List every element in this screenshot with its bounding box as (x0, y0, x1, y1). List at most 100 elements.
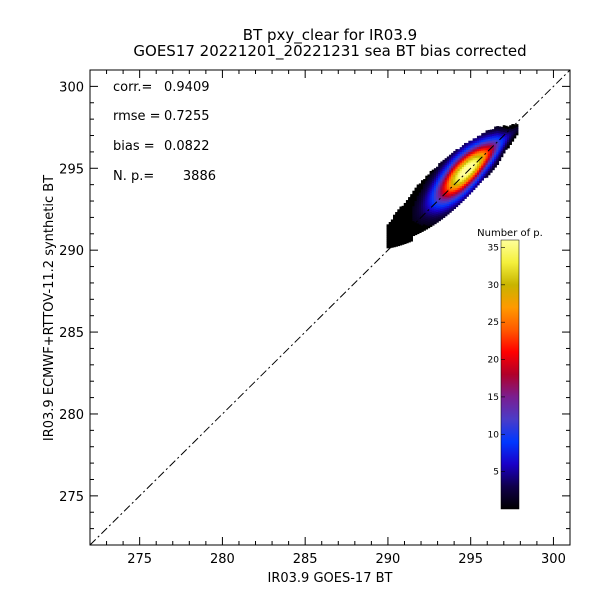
density-cell (395, 218, 398, 222)
density-cell (487, 170, 491, 174)
density-cell (410, 202, 413, 206)
density-cell (466, 153, 469, 157)
density-cell (459, 170, 463, 174)
density-cell (427, 217, 431, 220)
density-cell (451, 157, 454, 160)
density-cell (425, 224, 429, 228)
density-cell (442, 181, 446, 184)
density-cell (466, 185, 469, 189)
density-cell (476, 174, 480, 177)
density-cell (474, 184, 478, 188)
density-cell (485, 140, 489, 144)
density-cell (461, 191, 465, 195)
density-cell (393, 214, 396, 218)
density-cell (468, 172, 472, 176)
density-cell (485, 151, 489, 155)
density-cell (494, 154, 497, 157)
density-cell (472, 148, 476, 152)
density-cell (507, 141, 510, 145)
density-cell (427, 214, 431, 218)
density-cell (457, 202, 461, 206)
density-cell (438, 190, 441, 194)
density-cell (386, 226, 390, 230)
density-cell (433, 191, 437, 195)
density-cell (485, 153, 489, 157)
density-cell (491, 156, 495, 160)
density-cell (466, 159, 469, 163)
density-cell (414, 223, 418, 227)
density-cell (397, 239, 401, 242)
density-cell (500, 150, 504, 153)
density-cell (448, 184, 452, 188)
density-cell (448, 188, 452, 192)
density-cell (440, 170, 444, 173)
density-cell (507, 132, 510, 136)
density-cell (464, 166, 467, 170)
density-cell (500, 139, 504, 143)
density-cell (444, 183, 448, 187)
density-cell (412, 190, 416, 194)
density-cell (429, 219, 433, 223)
density-cell (468, 166, 472, 170)
density-cell (476, 178, 480, 182)
density-cell (431, 193, 435, 196)
stat-rmse-label: rmse = (113, 109, 161, 124)
density-cell (496, 155, 500, 159)
density-cell (500, 137, 504, 141)
density-cell (412, 205, 416, 209)
density-cell (453, 170, 457, 173)
density-cell (429, 188, 433, 191)
density-cell (466, 151, 469, 155)
density-cell (416, 214, 420, 218)
density-cell (464, 194, 467, 197)
density-cell (433, 176, 437, 180)
density-cell (479, 175, 482, 179)
density-cell (470, 153, 474, 157)
density-cell (457, 151, 461, 155)
density-cell (446, 160, 450, 164)
density-cell (504, 136, 508, 140)
density-cell (470, 157, 474, 161)
density-cell (427, 223, 431, 227)
density-cell (420, 227, 424, 230)
density-cell (418, 200, 422, 204)
density-cell (438, 214, 441, 217)
density-cell (420, 182, 424, 186)
density-cell (425, 216, 429, 219)
density-cell (420, 195, 424, 198)
stat-npoints-label: N. p.= (113, 169, 154, 184)
colorbar-ticks: 5 10 15 20 25 30 35 (488, 243, 505, 478)
density-cell (481, 169, 484, 173)
density-cell (479, 173, 482, 177)
density-cell (440, 197, 444, 201)
density-cell (457, 196, 461, 199)
chart-title: BT pxy_clear for IR03.9 (243, 26, 417, 45)
density-cell (513, 127, 517, 130)
density-cell (491, 129, 495, 132)
density-cell (461, 145, 465, 148)
density-cell (412, 231, 416, 234)
density-cell (401, 216, 405, 220)
density-cell (440, 216, 444, 220)
density-cell (386, 234, 390, 238)
density-cell (431, 195, 435, 198)
density-cell (453, 191, 457, 195)
density-cell (470, 189, 474, 193)
density-cell (451, 171, 454, 175)
density-cell (442, 170, 446, 174)
density-cell (481, 141, 484, 145)
density-cell (446, 167, 450, 170)
density-cell (479, 150, 482, 154)
density-cell (399, 229, 403, 233)
density-cell (472, 153, 476, 156)
density-cell (455, 161, 459, 165)
density-cell (416, 186, 420, 190)
density-cell (468, 147, 472, 150)
density-cell (403, 202, 407, 206)
density-cell (464, 174, 467, 178)
density-cell (502, 142, 506, 145)
density-cell (412, 194, 416, 198)
density-cell (481, 135, 484, 138)
density-cell (420, 218, 424, 222)
density-cell (418, 191, 422, 195)
